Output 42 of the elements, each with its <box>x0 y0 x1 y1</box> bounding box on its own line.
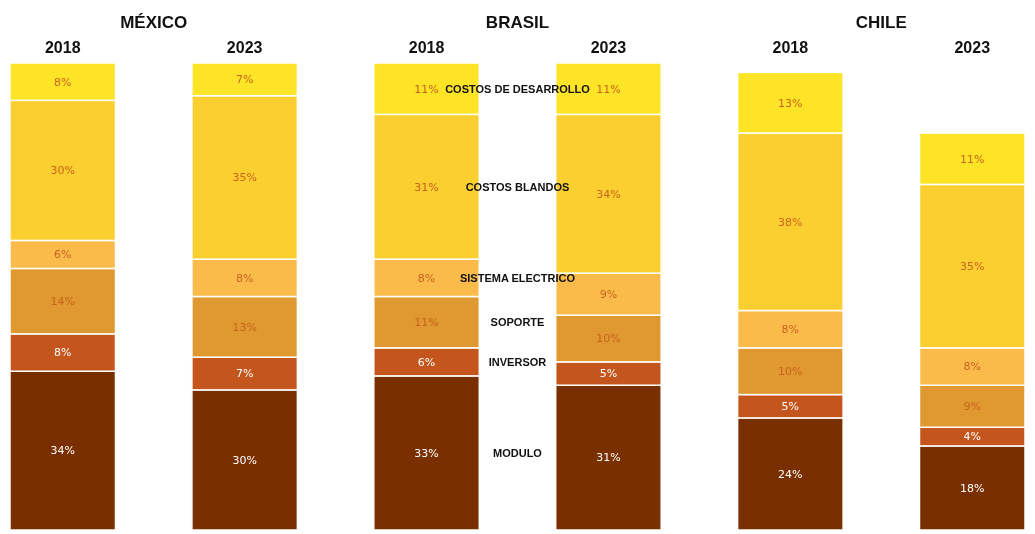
data-label: 8% <box>417 271 436 285</box>
x-tick-label: 2018 <box>44 39 81 56</box>
x-tick-label: 2018 <box>772 39 809 56</box>
series-label: SOPORTE <box>490 316 545 329</box>
data-label: 31% <box>596 451 621 465</box>
data-label: 30% <box>50 164 75 178</box>
x-tick-label: 2018 <box>408 39 445 56</box>
data-label: 30% <box>232 453 257 467</box>
data-label: 13% <box>778 96 803 110</box>
data-label: 5% <box>781 400 800 414</box>
data-label: 9% <box>599 288 618 302</box>
data-label: 11% <box>596 82 621 96</box>
data-label: 8% <box>963 360 981 374</box>
data-label: 8% <box>781 323 800 337</box>
data-label: 7% <box>235 367 254 381</box>
data-label: 8% <box>54 75 72 89</box>
text: BRASIL <box>485 13 550 32</box>
data-label: 33% <box>414 446 439 460</box>
data-label: 6% <box>54 248 72 262</box>
data-label: 38% <box>778 215 803 229</box>
x-tick-label: 2023 <box>226 39 263 56</box>
data-label: 35% <box>232 171 257 185</box>
x-tick-label: 2023 <box>954 39 991 56</box>
data-label: 35% <box>960 259 985 273</box>
data-label: 34% <box>50 444 75 458</box>
data-label: 11% <box>960 152 985 166</box>
data-label: 31% <box>414 180 439 194</box>
text: MÉXICO <box>120 13 188 32</box>
x-tick-label: 2023 <box>590 39 627 56</box>
data-label: 11% <box>414 82 439 96</box>
series-label: INVERSOR <box>488 355 547 368</box>
data-label: 24% <box>778 467 803 481</box>
data-label: 7% <box>235 73 254 87</box>
data-label: 6% <box>417 355 436 369</box>
text: CHILE <box>855 13 907 32</box>
series-label: MODULO <box>493 446 543 459</box>
data-label: 5% <box>599 367 618 381</box>
data-label: 4% <box>963 430 981 444</box>
data-label: 8% <box>54 346 72 360</box>
data-label: 18% <box>960 481 985 495</box>
data-label: 8% <box>235 271 254 285</box>
data-label: 34% <box>596 187 621 201</box>
